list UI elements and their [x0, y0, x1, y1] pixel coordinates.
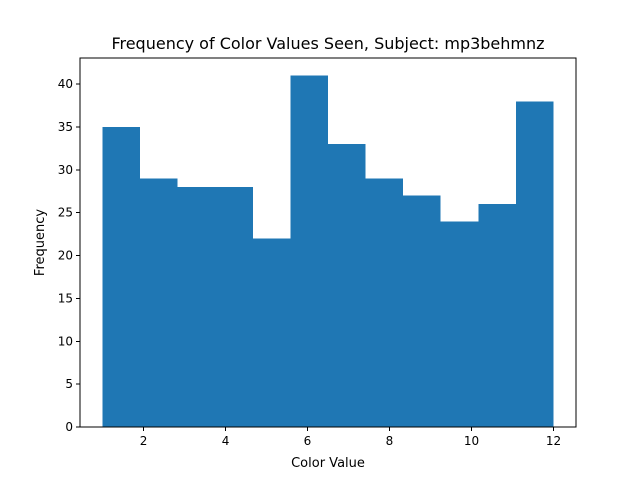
- y-tick-label: 15: [58, 291, 73, 305]
- y-axis-label: Frequency: [33, 209, 48, 276]
- y-tick-label: 10: [58, 334, 73, 348]
- y-tick-label: 0: [65, 420, 73, 434]
- histogram-bar: [102, 127, 141, 427]
- y-tick-label: 40: [58, 77, 73, 91]
- histogram-bar: [290, 75, 328, 427]
- histogram-bar: [252, 238, 291, 427]
- y-tick-label: 35: [58, 120, 73, 134]
- y-tick-label: 5: [65, 377, 73, 391]
- bars-group: [102, 75, 554, 427]
- histogram-bar: [515, 101, 554, 427]
- plot-frame: [79, 57, 577, 428]
- x-tick-label: 8: [386, 434, 394, 448]
- x-axis-label: Color Value: [291, 456, 365, 471]
- histogram-bar: [328, 144, 366, 427]
- histogram-bar: [478, 204, 516, 427]
- y-tick-label: 25: [58, 206, 73, 220]
- chart-title: Frequency of Color Values Seen, Subject:…: [111, 34, 544, 53]
- histogram-bar: [177, 187, 216, 427]
- y-tick-label: 20: [58, 249, 73, 263]
- x-tick-label: 10: [464, 434, 479, 448]
- x-tick-label: 4: [222, 434, 230, 448]
- histogram-bar: [140, 178, 178, 427]
- x-axis-ticks: 2 4 6 8 10 12: [140, 427, 561, 448]
- histogram-bar: [365, 178, 404, 427]
- x-tick-label: 2: [140, 434, 148, 448]
- x-tick-label: 12: [546, 434, 561, 448]
- x-tick-label: 6: [304, 434, 312, 448]
- y-tick-label: 30: [58, 163, 73, 177]
- histogram-bar: [215, 187, 253, 427]
- y-axis-ticks: 0 5 10 15 20 25 30 35 40: [58, 77, 80, 434]
- histogram-bar: [403, 195, 441, 427]
- histogram-bar: [440, 221, 479, 427]
